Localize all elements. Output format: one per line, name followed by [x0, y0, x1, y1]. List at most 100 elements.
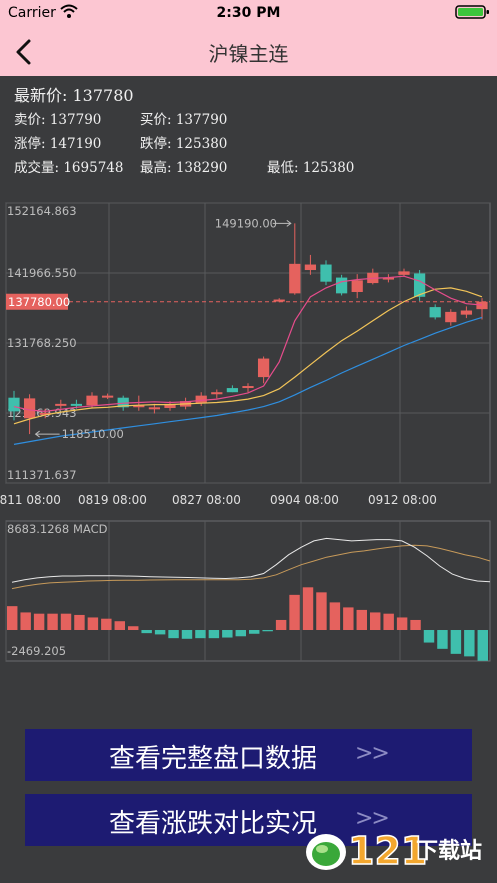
kline-candle-body [101, 395, 114, 398]
wifi-icon [60, 4, 78, 18]
watermark-brand: 下载站 [416, 838, 482, 864]
macd-histogram-bar [370, 612, 381, 631]
low-price: 最低: 125380 [267, 160, 355, 176]
macd-histogram-bar [262, 630, 273, 632]
status-bar: Carrier 2:30 PM [0, 0, 497, 28]
kline-candle-body [117, 397, 129, 408]
watermark-number: 121 [348, 829, 427, 873]
macd-histogram-bar [437, 630, 448, 649]
max-price-annotation: 149190.00 [215, 216, 277, 230]
ma-fast-line [13, 275, 483, 413]
macd-histogram-bar [7, 606, 18, 631]
site-watermark-logo: 121 下载站 [306, 828, 482, 874]
kline-candle-body [39, 412, 51, 415]
last-price-label: 137780.00 [8, 295, 70, 309]
view-full-depth-button[interactable]: 查看完整盘口数据 >> [25, 729, 472, 781]
macd-histogram-bar [101, 618, 112, 631]
view-compare-label: 查看涨跌对比实况 [109, 809, 318, 839]
macd-histogram-bar [87, 617, 99, 631]
carrier-label: Carrier [8, 5, 56, 21]
kline-candle-body [460, 310, 473, 315]
kline-x-tick: 0819 08:00 [78, 493, 147, 507]
kline-candle-body [23, 398, 36, 419]
kline-candle-body [70, 403, 83, 406]
view-full-depth-label: 查看完整盘口数据 [109, 744, 318, 774]
macd-dif-line [11, 537, 491, 583]
back-arrow-icon[interactable] [12, 38, 36, 66]
macd-histogram-bar [450, 630, 462, 654]
view-compare-arrow: >> [355, 806, 390, 831]
macd-histogram-bar [477, 630, 488, 661]
quote-summary: 最新价: 137780 卖价: 137790 买价: 137790 涨停: 14… [0, 76, 497, 196]
macd-histogram-bar [396, 617, 408, 631]
kline-y-tick: 141966.550 [7, 266, 77, 280]
kline-candle-body [55, 403, 67, 406]
latest-price: 最新价: 137780 [14, 86, 134, 105]
kline-candle-body [226, 388, 239, 393]
kline-candle-body [86, 395, 98, 406]
kline-candle-body [476, 301, 488, 310]
macd-histogram-bar [74, 614, 85, 631]
kline-candle-body [304, 264, 317, 271]
macd-histogram-bar [47, 613, 58, 631]
macd-chart[interactable]: 8683.1268 MACD -2469.205 [0, 516, 497, 666]
kline-chart[interactable]: 152164.863141966.550131768.250121569.943… [0, 196, 497, 516]
max-price-arrowhead [286, 219, 292, 227]
macd-histogram-bar [410, 619, 421, 631]
clock: 2:30 PM [216, 5, 281, 21]
page-title: 沪镍主连 [208, 42, 289, 66]
ma-slow-line [13, 316, 483, 445]
limit-up-price: 涨停: 147190 [14, 136, 102, 152]
macd-histogram-bar [181, 630, 193, 639]
macd-histogram-bar [154, 630, 166, 635]
kline-candle-body [211, 392, 223, 395]
macd-title: MACD [73, 522, 108, 536]
kline-candle-body [133, 405, 145, 408]
macd-dea-line [11, 544, 491, 590]
buy-price: 买价: 137790 [140, 112, 228, 128]
macd-histogram-bar [60, 613, 72, 631]
kline-candle-body [164, 403, 176, 408]
kline-candle-body [429, 307, 441, 318]
macd-histogram-bar [316, 592, 327, 631]
kline-x-tick: 0912 08:00 [368, 493, 437, 507]
chart-area: 152164.863141966.550131768.250121569.943… [0, 196, 497, 666]
kline-candle-body [413, 273, 426, 297]
kline-candle-body [382, 277, 395, 280]
macd-y-tick: 8683.1268 [7, 522, 69, 536]
macd-histogram-bar [423, 630, 435, 643]
kline-y-tick: 131768.250 [7, 336, 77, 350]
macd-histogram-bar [249, 630, 260, 634]
kline-candle-body [242, 386, 254, 389]
view-compare-button[interactable]: 查看涨跌对比实况 >> [25, 794, 472, 846]
min-price-annotation: 118510.00 [62, 427, 124, 441]
kline-candle-body [335, 277, 348, 294]
high-price: 最高: 138290 [140, 160, 228, 176]
macd-histogram-bar [383, 613, 394, 631]
kline-candle-body [195, 395, 207, 404]
macd-histogram-bar [168, 630, 179, 639]
macd-histogram-bar [464, 630, 475, 657]
kline-candle-body [398, 271, 410, 275]
macd-histogram-bar [208, 630, 220, 639]
macd-frame [5, 520, 491, 662]
macd-histogram-bar [114, 621, 125, 631]
volume: 成交量: 1695748 [14, 160, 124, 176]
kline-candle-body [8, 397, 20, 412]
macd-histogram-bar [275, 619, 287, 631]
nav-bar: 沪镍主连 [0, 28, 497, 76]
kline-x-tick: 0827 08:00 [172, 493, 241, 507]
kline-candle-body [289, 263, 301, 294]
kline-candle-body [445, 311, 457, 323]
kline-x-tick: 0904 08:00 [270, 493, 339, 507]
kline-candle-body [351, 280, 363, 292]
kline-y-tick: 111371.637 [7, 468, 77, 482]
limit-down-price: 跌停: 125380 [140, 136, 228, 152]
kline-candle-body [320, 264, 332, 282]
macd-histogram-bar [128, 626, 139, 631]
battery-icon [455, 5, 489, 19]
macd-histogram-bar [20, 612, 31, 631]
kline-y-tick: 152164.863 [7, 204, 77, 218]
macd-histogram-bar [356, 609, 367, 631]
last-price-tag [6, 293, 68, 310]
